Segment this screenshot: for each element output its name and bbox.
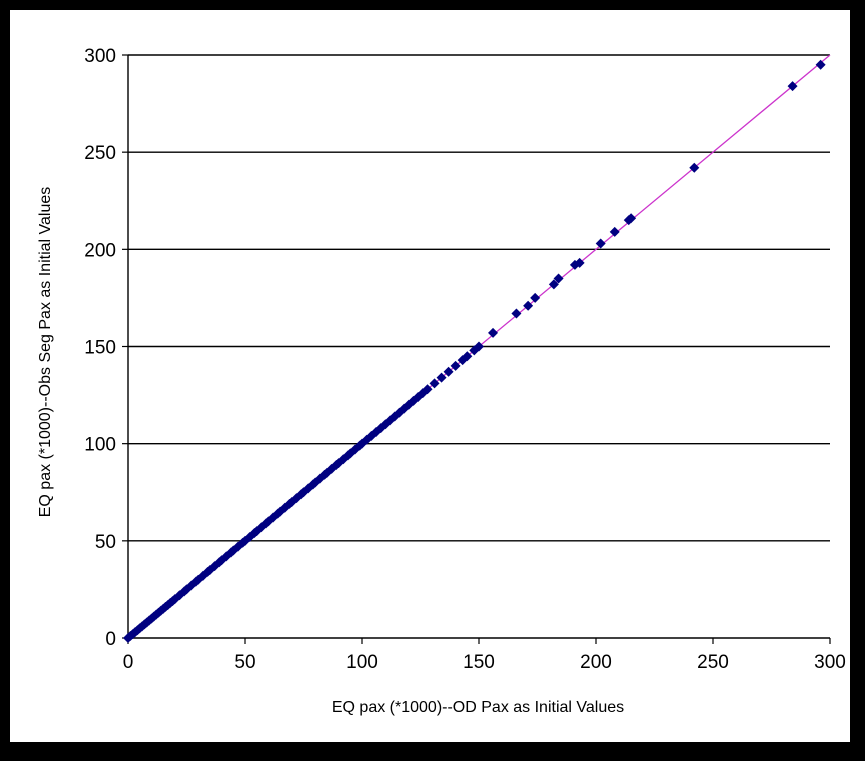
data-point (689, 162, 700, 173)
x-tick-label-200: 200 (580, 652, 612, 673)
data-point (609, 226, 620, 237)
x-axis-title: EQ pax (*1000)--OD Pax as Initial Values (332, 699, 624, 716)
x-tick-label-100: 100 (346, 652, 378, 673)
y-tick-label-250: 250 (84, 143, 116, 164)
x-tick-label-0: 0 (123, 652, 134, 673)
data-point (268, 512, 279, 523)
data-point (511, 308, 522, 319)
scatter-chart: 0 50 100 150 200 250 300 0 50 100 150 200 250 300 EQ… (37, 46, 846, 716)
data-point (251, 526, 262, 537)
data-point (815, 59, 826, 70)
x-tick-label-250: 250 (697, 652, 729, 673)
data-point (443, 366, 454, 377)
data-point (530, 292, 541, 303)
data-point (787, 81, 798, 92)
y-tick-labels: 0 50 100 150 200 250 300 (84, 46, 116, 650)
y-tick-label-150: 150 (84, 338, 116, 359)
y-tick-label-0: 0 (105, 629, 116, 650)
data-point (436, 372, 447, 383)
data-point (422, 384, 433, 395)
data-point (462, 351, 473, 362)
data-point (488, 327, 499, 338)
x-tick-labels: 0 50 100 150 200 250 300 (123, 652, 846, 673)
data-point (548, 279, 559, 290)
chart-frame: 0 50 100 150 200 250 300 0 50 100 150 200 250 300 EQ… (10, 10, 850, 742)
data-point (553, 273, 564, 284)
data-point (474, 341, 484, 352)
data-point (626, 213, 637, 224)
data-point (574, 257, 585, 268)
y-tick-label-300: 300 (84, 46, 116, 67)
data-point (450, 360, 461, 371)
x-tick-label-150: 150 (463, 652, 495, 673)
gridlines (128, 54, 830, 542)
y-tick-label-200: 200 (84, 240, 116, 261)
data-points (123, 59, 826, 643)
data-point (429, 378, 440, 389)
y-tick-label-100: 100 (84, 435, 116, 456)
data-point (523, 300, 534, 311)
y-axis-title: EQ pax (*1000)--Obs Seg Pax as Initial V… (37, 187, 54, 518)
data-point (595, 238, 606, 249)
y-tick-label-50: 50 (95, 532, 116, 553)
x-tick-label-300: 300 (814, 652, 846, 673)
axes (122, 54, 831, 644)
x-tick-label-50: 50 (234, 652, 255, 673)
